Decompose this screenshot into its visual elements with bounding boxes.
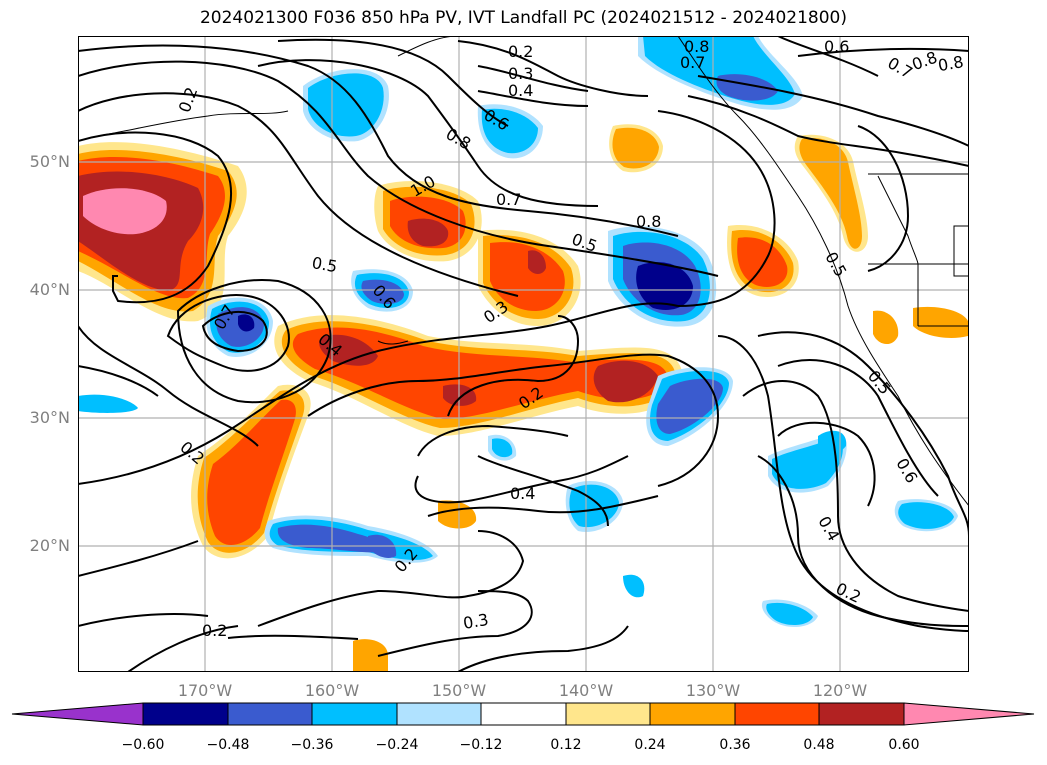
colorbar-tick: 0.12 xyxy=(550,737,582,753)
colorbar-bin xyxy=(734,702,820,726)
colorbar-tick: −0.24 xyxy=(375,737,419,753)
lon-label-160w: 160°W xyxy=(304,681,360,700)
colorbar-tick: −0.48 xyxy=(206,737,250,753)
colorbar-bin xyxy=(649,702,736,726)
colorbar-extend-low xyxy=(11,702,144,726)
coastlines xyxy=(97,36,969,507)
colorbar-bin xyxy=(311,702,398,726)
colorbar-bin xyxy=(565,702,651,726)
lon-label-130w: 130°W xyxy=(685,681,741,700)
lat-label-30n: 30°N xyxy=(29,408,70,427)
lon-label-170w: 170°W xyxy=(177,681,233,700)
graticule xyxy=(78,36,969,672)
colorbar-tick: 0.48 xyxy=(803,737,835,753)
colorbar-tick: 0.36 xyxy=(719,737,751,753)
lat-label-40n: 40°N xyxy=(29,280,70,299)
lon-label-150w: 150°W xyxy=(431,681,487,700)
colorbar-bin xyxy=(480,702,567,726)
colorbar-extend-high xyxy=(903,702,1035,726)
map-panel[interactable] xyxy=(78,36,969,672)
colorbar-tick: 0.60 xyxy=(888,737,920,753)
colorbar-bin xyxy=(396,702,482,726)
lon-label-120w: 120°W xyxy=(812,681,868,700)
colorbar-bin xyxy=(818,702,905,726)
lon-label-140w: 140°W xyxy=(558,681,614,700)
colorbar-tick: −0.36 xyxy=(290,737,334,753)
colorbar-tick: −0.60 xyxy=(121,737,165,753)
lat-label-20n: 20°N xyxy=(29,536,70,555)
colorbar-tick: −0.12 xyxy=(459,737,503,753)
lat-label-50n: 50°N xyxy=(29,152,70,171)
map-title: 2024021300 F036 850 hPa PV, IVT Landfall… xyxy=(199,8,847,28)
colorbar-tick: 0.24 xyxy=(634,737,666,753)
colorbar-bin xyxy=(227,702,313,726)
pv-negative-fills xyxy=(78,36,958,628)
map-canvas xyxy=(78,36,969,672)
colorbar-bin xyxy=(142,702,229,726)
ivt-contours xyxy=(78,36,969,672)
